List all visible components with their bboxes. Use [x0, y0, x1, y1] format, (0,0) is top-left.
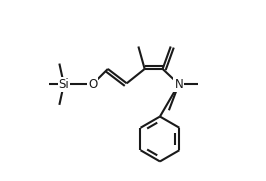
Text: Si: Si: [59, 78, 69, 91]
Text: O: O: [88, 78, 97, 91]
Text: N: N: [174, 78, 183, 91]
